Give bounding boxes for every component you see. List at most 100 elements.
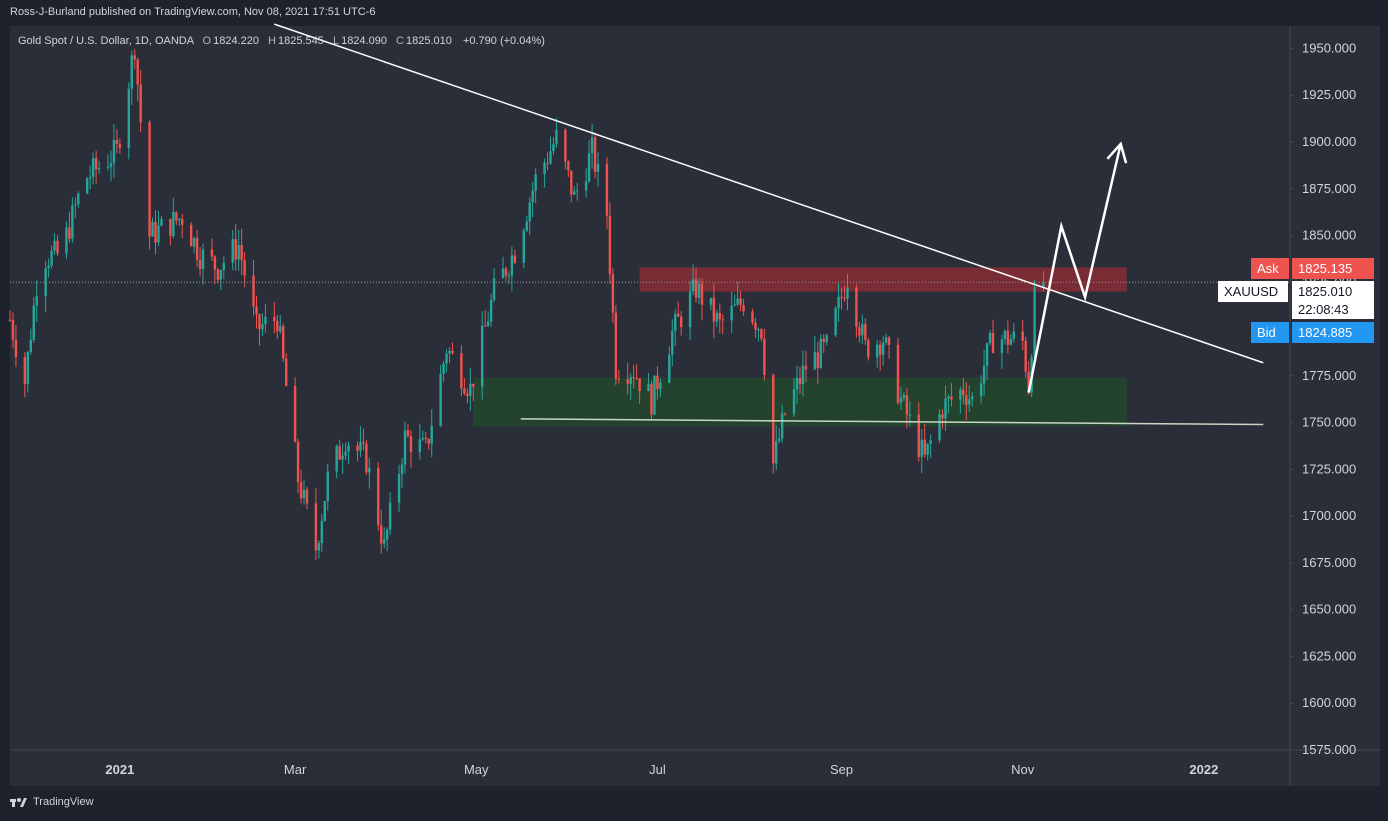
candle-body: [962, 389, 965, 396]
candle-body: [460, 353, 463, 389]
candle-body: [501, 268, 505, 279]
candle-body: [674, 313, 677, 331]
y-tick-label: 1850.000: [1302, 228, 1356, 243]
candle-body: [555, 129, 558, 145]
candle-body: [26, 352, 30, 385]
close-key: C: [396, 35, 404, 47]
descending-trendline[interactable]: [274, 23, 1264, 364]
y-tick-label: 1600.000: [1302, 695, 1356, 710]
candle-body: [293, 385, 297, 442]
candle-body: [813, 352, 817, 370]
symbol-title[interactable]: Gold Spot / U.S. Dollar, 1D, OANDA: [18, 35, 194, 47]
candle-body: [718, 312, 721, 320]
candle-body: [56, 240, 59, 254]
candle-body: [261, 324, 264, 330]
candle-body: [1009, 338, 1013, 345]
candle-body: [442, 363, 445, 374]
candle-body: [388, 502, 392, 530]
candle-body: [94, 158, 98, 170]
bar-countdown: 22:08:43: [1292, 300, 1374, 319]
candle-body: [887, 337, 891, 345]
candle-body: [638, 378, 641, 392]
candle-body: [35, 296, 38, 306]
candle-body: [947, 396, 950, 399]
candle-body: [181, 218, 184, 225]
symbol-label: XAUUSD: [1218, 281, 1288, 302]
candle-body: [466, 393, 469, 397]
low-key: L: [332, 35, 340, 47]
projection-path[interactable]: [1027, 143, 1122, 393]
candle-body: [86, 178, 89, 194]
footer-brand[interactable]: TradingView: [10, 796, 94, 808]
candle-body: [1003, 330, 1007, 340]
candle-body: [492, 278, 496, 300]
candle-body: [160, 218, 163, 226]
y-tick-label: 1950.000: [1302, 40, 1356, 55]
candle-body: [88, 176, 92, 179]
change-value: +0.790 (+0.04%): [462, 35, 545, 47]
candle-body: [840, 296, 843, 298]
candle-body: [712, 297, 716, 322]
candle-body: [1024, 340, 1027, 372]
candle-body: [988, 333, 992, 344]
candle-body: [264, 316, 267, 325]
candle-body: [549, 151, 552, 164]
candle-body: [908, 414, 912, 416]
candle-body: [400, 464, 404, 475]
candle-body: [136, 59, 139, 85]
candle-body: [929, 440, 932, 444]
candle-body: [252, 275, 255, 307]
support-line[interactable]: [520, 418, 1264, 426]
candle-body: [32, 305, 35, 340]
candle-body: [587, 153, 591, 182]
candle-body: [243, 260, 246, 276]
candle-body: [905, 395, 909, 415]
candle-body: [968, 399, 971, 405]
candle-body: [403, 430, 407, 465]
candle-body: [178, 218, 181, 221]
candle-body: [326, 471, 329, 502]
candle-body: [97, 168, 101, 170]
candle-body: [941, 414, 944, 419]
footer-brand-text: TradingView: [33, 796, 94, 808]
candle-body: [273, 316, 276, 322]
candle-body: [697, 283, 701, 298]
y-tick-label: 1700.000: [1302, 508, 1356, 523]
candle-body: [659, 382, 662, 390]
candle-body: [299, 482, 303, 499]
candle-body: [469, 383, 472, 397]
candle-body: [151, 221, 154, 237]
low-value: 1824.090: [341, 35, 387, 47]
candle-body: [139, 84, 142, 123]
candle-body: [1027, 371, 1030, 393]
candle-body: [528, 202, 531, 222]
candle-body: [347, 445, 350, 452]
candle-body: [896, 344, 900, 403]
candle-body: [772, 374, 775, 464]
candle-body: [795, 377, 799, 390]
candle-body: [567, 161, 570, 171]
x-tick-label: Sep: [830, 762, 853, 777]
candle-body: [780, 413, 784, 439]
candle-body: [822, 338, 825, 342]
candle-body: [483, 325, 487, 327]
candle-body: [775, 440, 778, 464]
candle-body: [798, 377, 802, 385]
candle-body: [74, 204, 77, 206]
candle-body: [237, 244, 240, 260]
candle-body: [1021, 331, 1024, 341]
candle-body: [525, 221, 528, 231]
candle-body: [377, 467, 380, 526]
candle-body: [522, 230, 525, 263]
candle-body: [777, 438, 781, 441]
y-tick-label: 1750.000: [1302, 415, 1356, 430]
candle-body: [736, 298, 739, 305]
candle-body: [721, 319, 724, 321]
candle-body: [510, 255, 514, 276]
candle-body: [959, 389, 962, 400]
candle-body: [118, 143, 122, 148]
candle-body: [8, 319, 12, 321]
candle-body: [584, 181, 588, 191]
x-tick-label: 2022: [1189, 762, 1218, 777]
